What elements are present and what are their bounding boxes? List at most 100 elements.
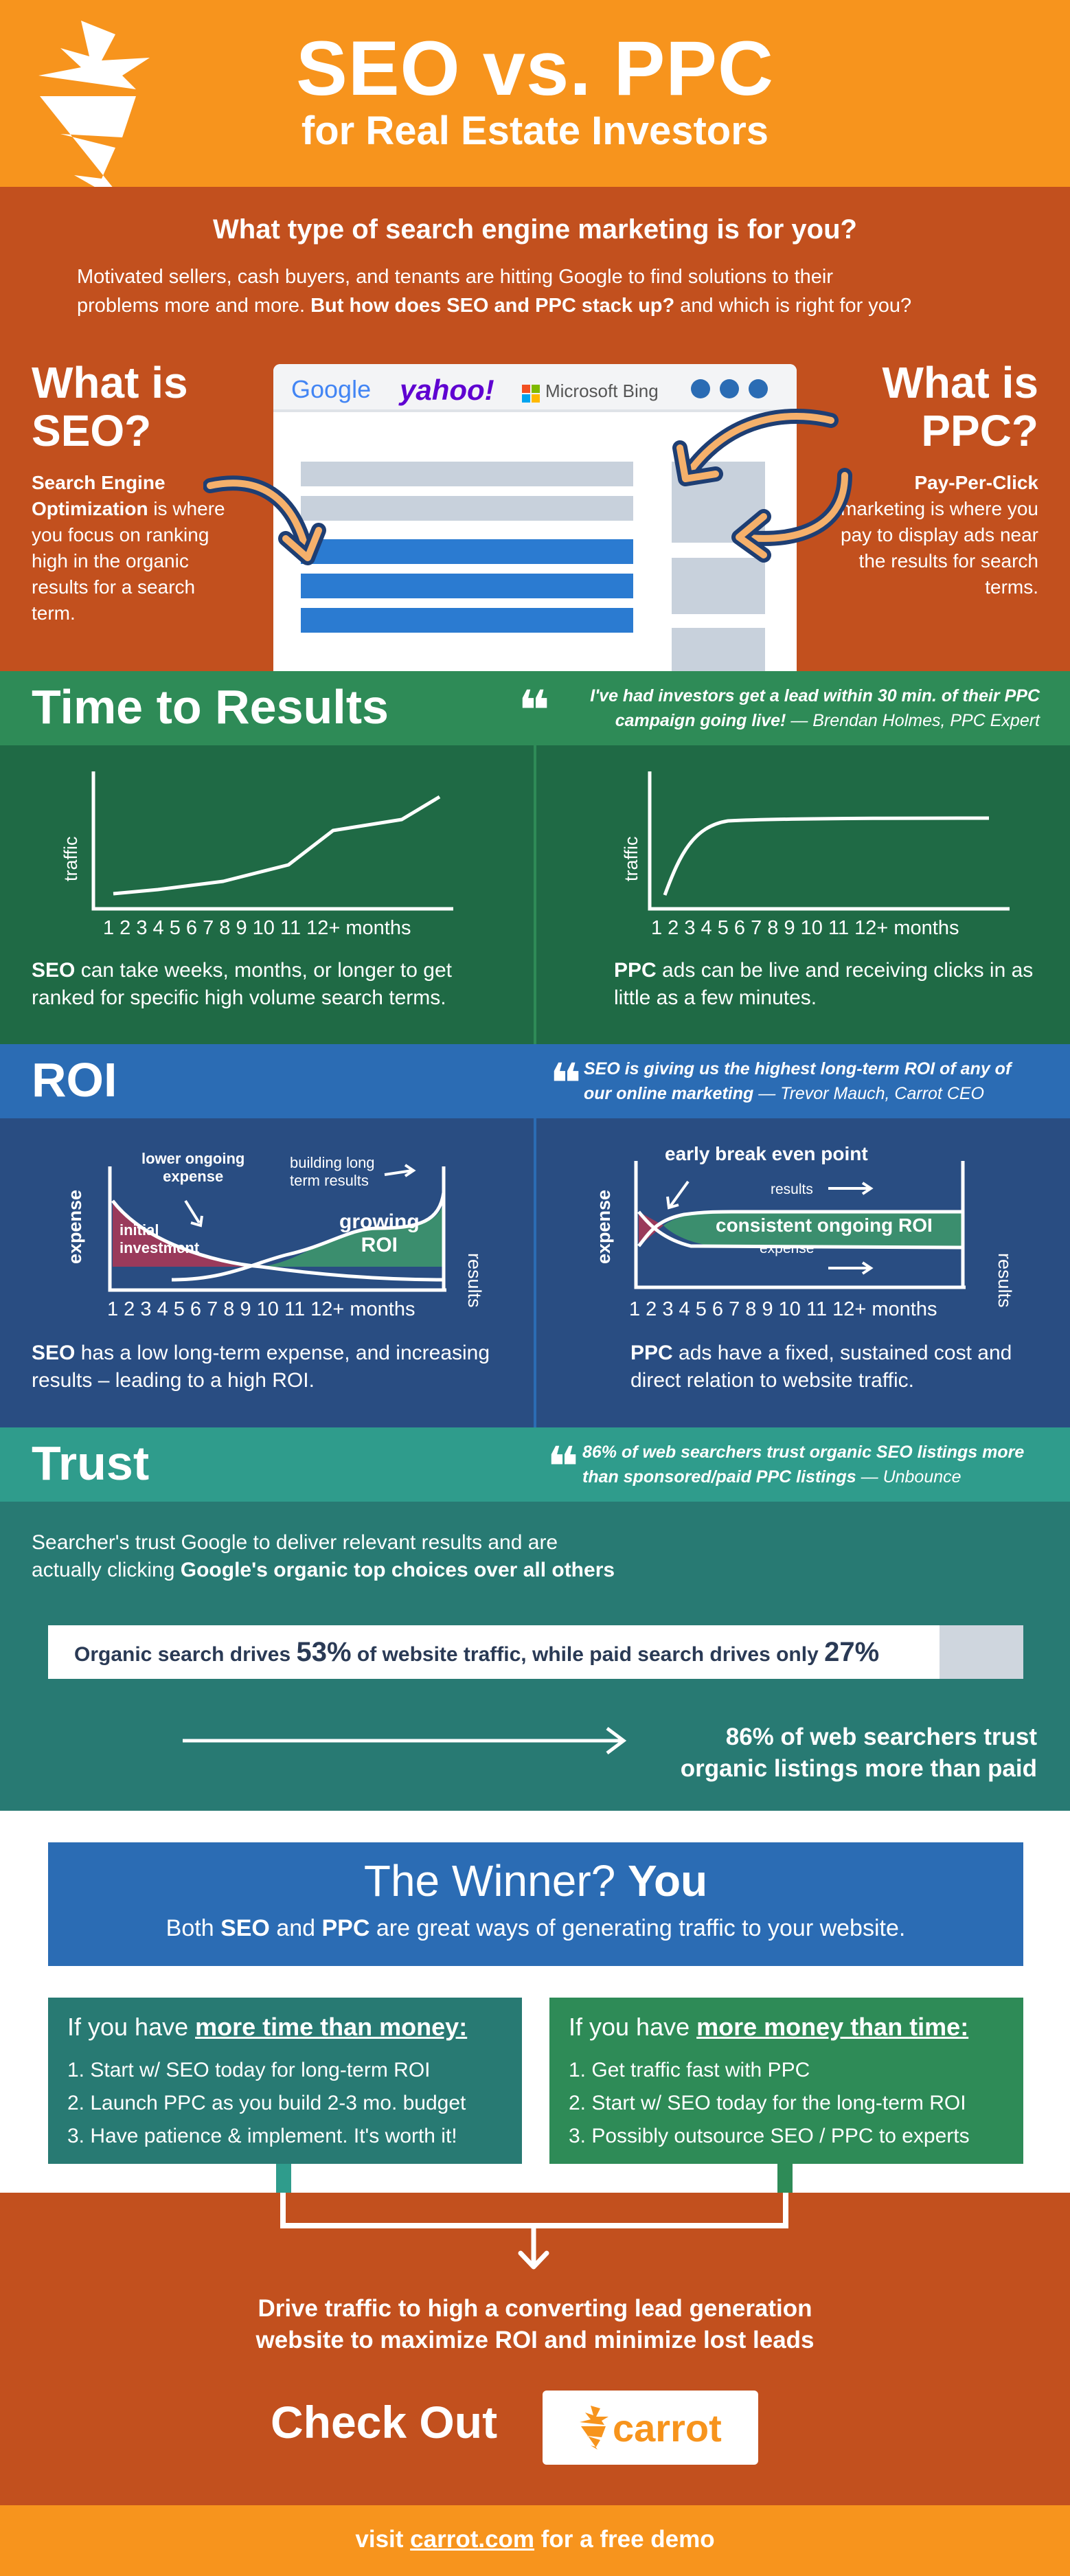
curved-arrow-icon xyxy=(672,408,839,486)
ppc-traffic-ticks: 1 2 3 4 5 6 7 8 9 10 11 12+ months xyxy=(651,917,959,939)
intro-section: What type of search engine marketing is … xyxy=(0,187,1070,671)
ppc-expense-label: expense xyxy=(760,1241,815,1256)
list-item: 3. Have patience & implement. It's worth… xyxy=(67,2125,457,2147)
yahoo-logo: yahoo! xyxy=(400,374,494,406)
bing-logo: Microsoft Bing xyxy=(545,381,659,401)
seo-roi-chart xyxy=(108,1164,446,1292)
ppc-results-label: results xyxy=(771,1182,813,1197)
time-option-box: If you have more time than money: 1. Sta… xyxy=(48,1998,522,2164)
intro-line-1: Motivated sellers, cash buyers, and tena… xyxy=(77,266,834,288)
carrot-logo-icon xyxy=(580,2406,608,2450)
ad-placeholder xyxy=(672,558,765,614)
browser-toolbar: Google yahoo! Microsoft Bing xyxy=(273,364,797,412)
growing-roi-label: growing ROI xyxy=(339,1210,420,1257)
check-out-label: Check Out xyxy=(271,2397,498,2448)
divider xyxy=(534,745,536,1044)
money-option-head: If you have more money than time: xyxy=(569,2013,968,2042)
ppc-def-title-1: What is xyxy=(882,358,1038,407)
option-head-bold: more time than money: xyxy=(195,2013,468,2041)
annotation-line: growing xyxy=(339,1210,420,1233)
cta-message: Drive traffic to high a converting lead … xyxy=(0,2293,1070,2356)
trust-86-statement: 86% of web searchers trust organic listi… xyxy=(591,1721,1037,1785)
trust-section-bar: Trust ❝ 86% of web searchers trust organ… xyxy=(0,1427,1070,1502)
paid-percent: 27% xyxy=(824,1637,880,1667)
winner-title-text: The Winner? xyxy=(363,1856,628,1906)
connector xyxy=(280,2223,788,2228)
arrow-down-icon xyxy=(518,2227,549,2270)
organic-result-bar xyxy=(301,608,633,633)
header-banner: SEO vs. PPC for Real Estate Investors xyxy=(0,0,1070,213)
intro-line-2: problems more and more. But how does SEO… xyxy=(77,291,1004,320)
ppc-label: PPC xyxy=(614,959,657,982)
window-dot-icon xyxy=(691,379,710,398)
traffic-share-text: Organic search drives 53% of website tra… xyxy=(48,1625,941,1679)
microsoft-logo-icon xyxy=(522,385,530,393)
time-title: Time to Results xyxy=(32,680,389,734)
ppc-time-caption-text: ads can be live and receiving clicks in … xyxy=(614,959,1034,1009)
consistent-roi-label: consistent ongoing ROI xyxy=(716,1214,933,1236)
roi-quote: SEO is giving us the highest long-term R… xyxy=(584,1057,1013,1106)
quote-icon: ❝ xyxy=(518,680,550,741)
curved-arrow-icon xyxy=(731,468,852,563)
ppc-def-text: Pay-Per-Click marketing is where you pay… xyxy=(832,470,1038,600)
cta-line-2: website to maximize ROI and minimize los… xyxy=(255,2327,815,2353)
time-quote: I've had investors get a lead within 30 … xyxy=(549,683,1040,733)
winner-title: The Winner? You xyxy=(48,1853,1023,1908)
winner-sub-text: are great ways of generating traffic to … xyxy=(369,1915,906,1941)
roi-section: expense results lower ongoing expense bui… xyxy=(0,1118,1070,1427)
organic-result-bar xyxy=(301,539,633,564)
seo-traffic-axis-label: traffic xyxy=(60,836,81,881)
time-quote-text: I've had investors get a lead within 30 … xyxy=(590,686,1040,730)
ppc-roi-caption-text: ads have a fixed, sustained cost and dir… xyxy=(630,1342,1012,1392)
option-head-text: If you have xyxy=(569,2013,697,2041)
microsoft-logo-icon-4 xyxy=(532,394,540,403)
trust-body-line-1: Searcher's trust Google to deliver relev… xyxy=(32,1531,558,1554)
roi-quote-text: SEO is giving us the highest long-term R… xyxy=(584,1059,1012,1103)
organic-percent: 53% xyxy=(296,1637,352,1667)
ppc-roi-chart xyxy=(634,1161,966,1289)
ppc-traffic-line xyxy=(663,816,990,896)
initial-investment-label: initial investment xyxy=(119,1221,199,1257)
result-placeholder xyxy=(301,462,633,486)
seo-time-caption: SEO can take weeks, months, or longer to… xyxy=(32,957,505,1012)
connector xyxy=(777,2164,793,2193)
trust-body-text: actually clicking xyxy=(32,1559,181,1581)
window-dot-icon xyxy=(749,379,768,398)
ppc-definition: What is PPC? Pay-Per-Click marketing is … xyxy=(832,359,1038,600)
carrot-link[interactable]: carrot.com xyxy=(410,2526,535,2553)
trust-quote-text: 86% of web searchers trust organic SEO l… xyxy=(582,1443,1025,1487)
curved-arrow-icon xyxy=(203,475,326,565)
ppc-roi-expense-label: expense xyxy=(593,1189,614,1264)
footer-text: visit carrot.com for a free demo xyxy=(0,2526,1070,2553)
search-browser-mockup: Google yahoo! Microsoft Bing xyxy=(273,364,797,671)
seo-roi-expense-label: expense xyxy=(65,1189,85,1264)
annotation-line: investment xyxy=(119,1239,200,1256)
annotation-line: lower ongoing xyxy=(141,1150,245,1167)
growing-roi-area xyxy=(261,1193,444,1267)
list-item: 2. Start w/ SEO today for the long-term … xyxy=(569,2092,966,2114)
carrot-logo-button[interactable]: carrot xyxy=(543,2391,758,2465)
ppc-time-caption: PPC ads can be live and receiving clicks… xyxy=(614,957,1054,1012)
roi-title: ROI xyxy=(32,1053,117,1107)
ppc-def-rest: marketing is where you pay to display ad… xyxy=(841,498,1038,598)
roi-quote-author: — Trevor Mauch, Carrot CEO xyxy=(758,1084,984,1103)
annotation-line: expense xyxy=(163,1168,224,1185)
arrow-right-icon xyxy=(183,1727,627,1754)
seo-def-text: Search Engine Optimization is where you … xyxy=(32,470,238,626)
seo-definition: What is SEO? Search Engine Optimization … xyxy=(32,359,238,626)
stat-text: Organic search drives xyxy=(74,1643,297,1666)
list-item: 3. Possibly outsource SEO / PPC to exper… xyxy=(569,2125,970,2147)
carrot-logo-icon xyxy=(38,21,150,213)
ppc-def-title-2: PPC? xyxy=(921,406,1038,455)
page-title: SEO vs. PPC xyxy=(296,25,774,111)
seo-def-bold: Search Engine Optimization xyxy=(32,472,166,519)
seo-traffic-ticks: 1 2 3 4 5 6 7 8 9 10 11 12+ months xyxy=(103,917,411,939)
seo-def-title-2: SEO? xyxy=(32,406,152,455)
winner-title-bold: You xyxy=(628,1856,708,1906)
seo-traffic-line xyxy=(113,795,441,896)
option-head-text: If you have xyxy=(67,2013,196,2041)
intro-bold: But how does SEO and PPC stack up? xyxy=(310,295,675,317)
intro-text-end: and which is right for you? xyxy=(674,295,912,317)
ppc-roi-ticks: 1 2 3 4 5 6 7 8 9 10 11 12+ months xyxy=(629,1298,937,1320)
list-item: 1. Get traffic fast with PPC xyxy=(569,2059,810,2081)
